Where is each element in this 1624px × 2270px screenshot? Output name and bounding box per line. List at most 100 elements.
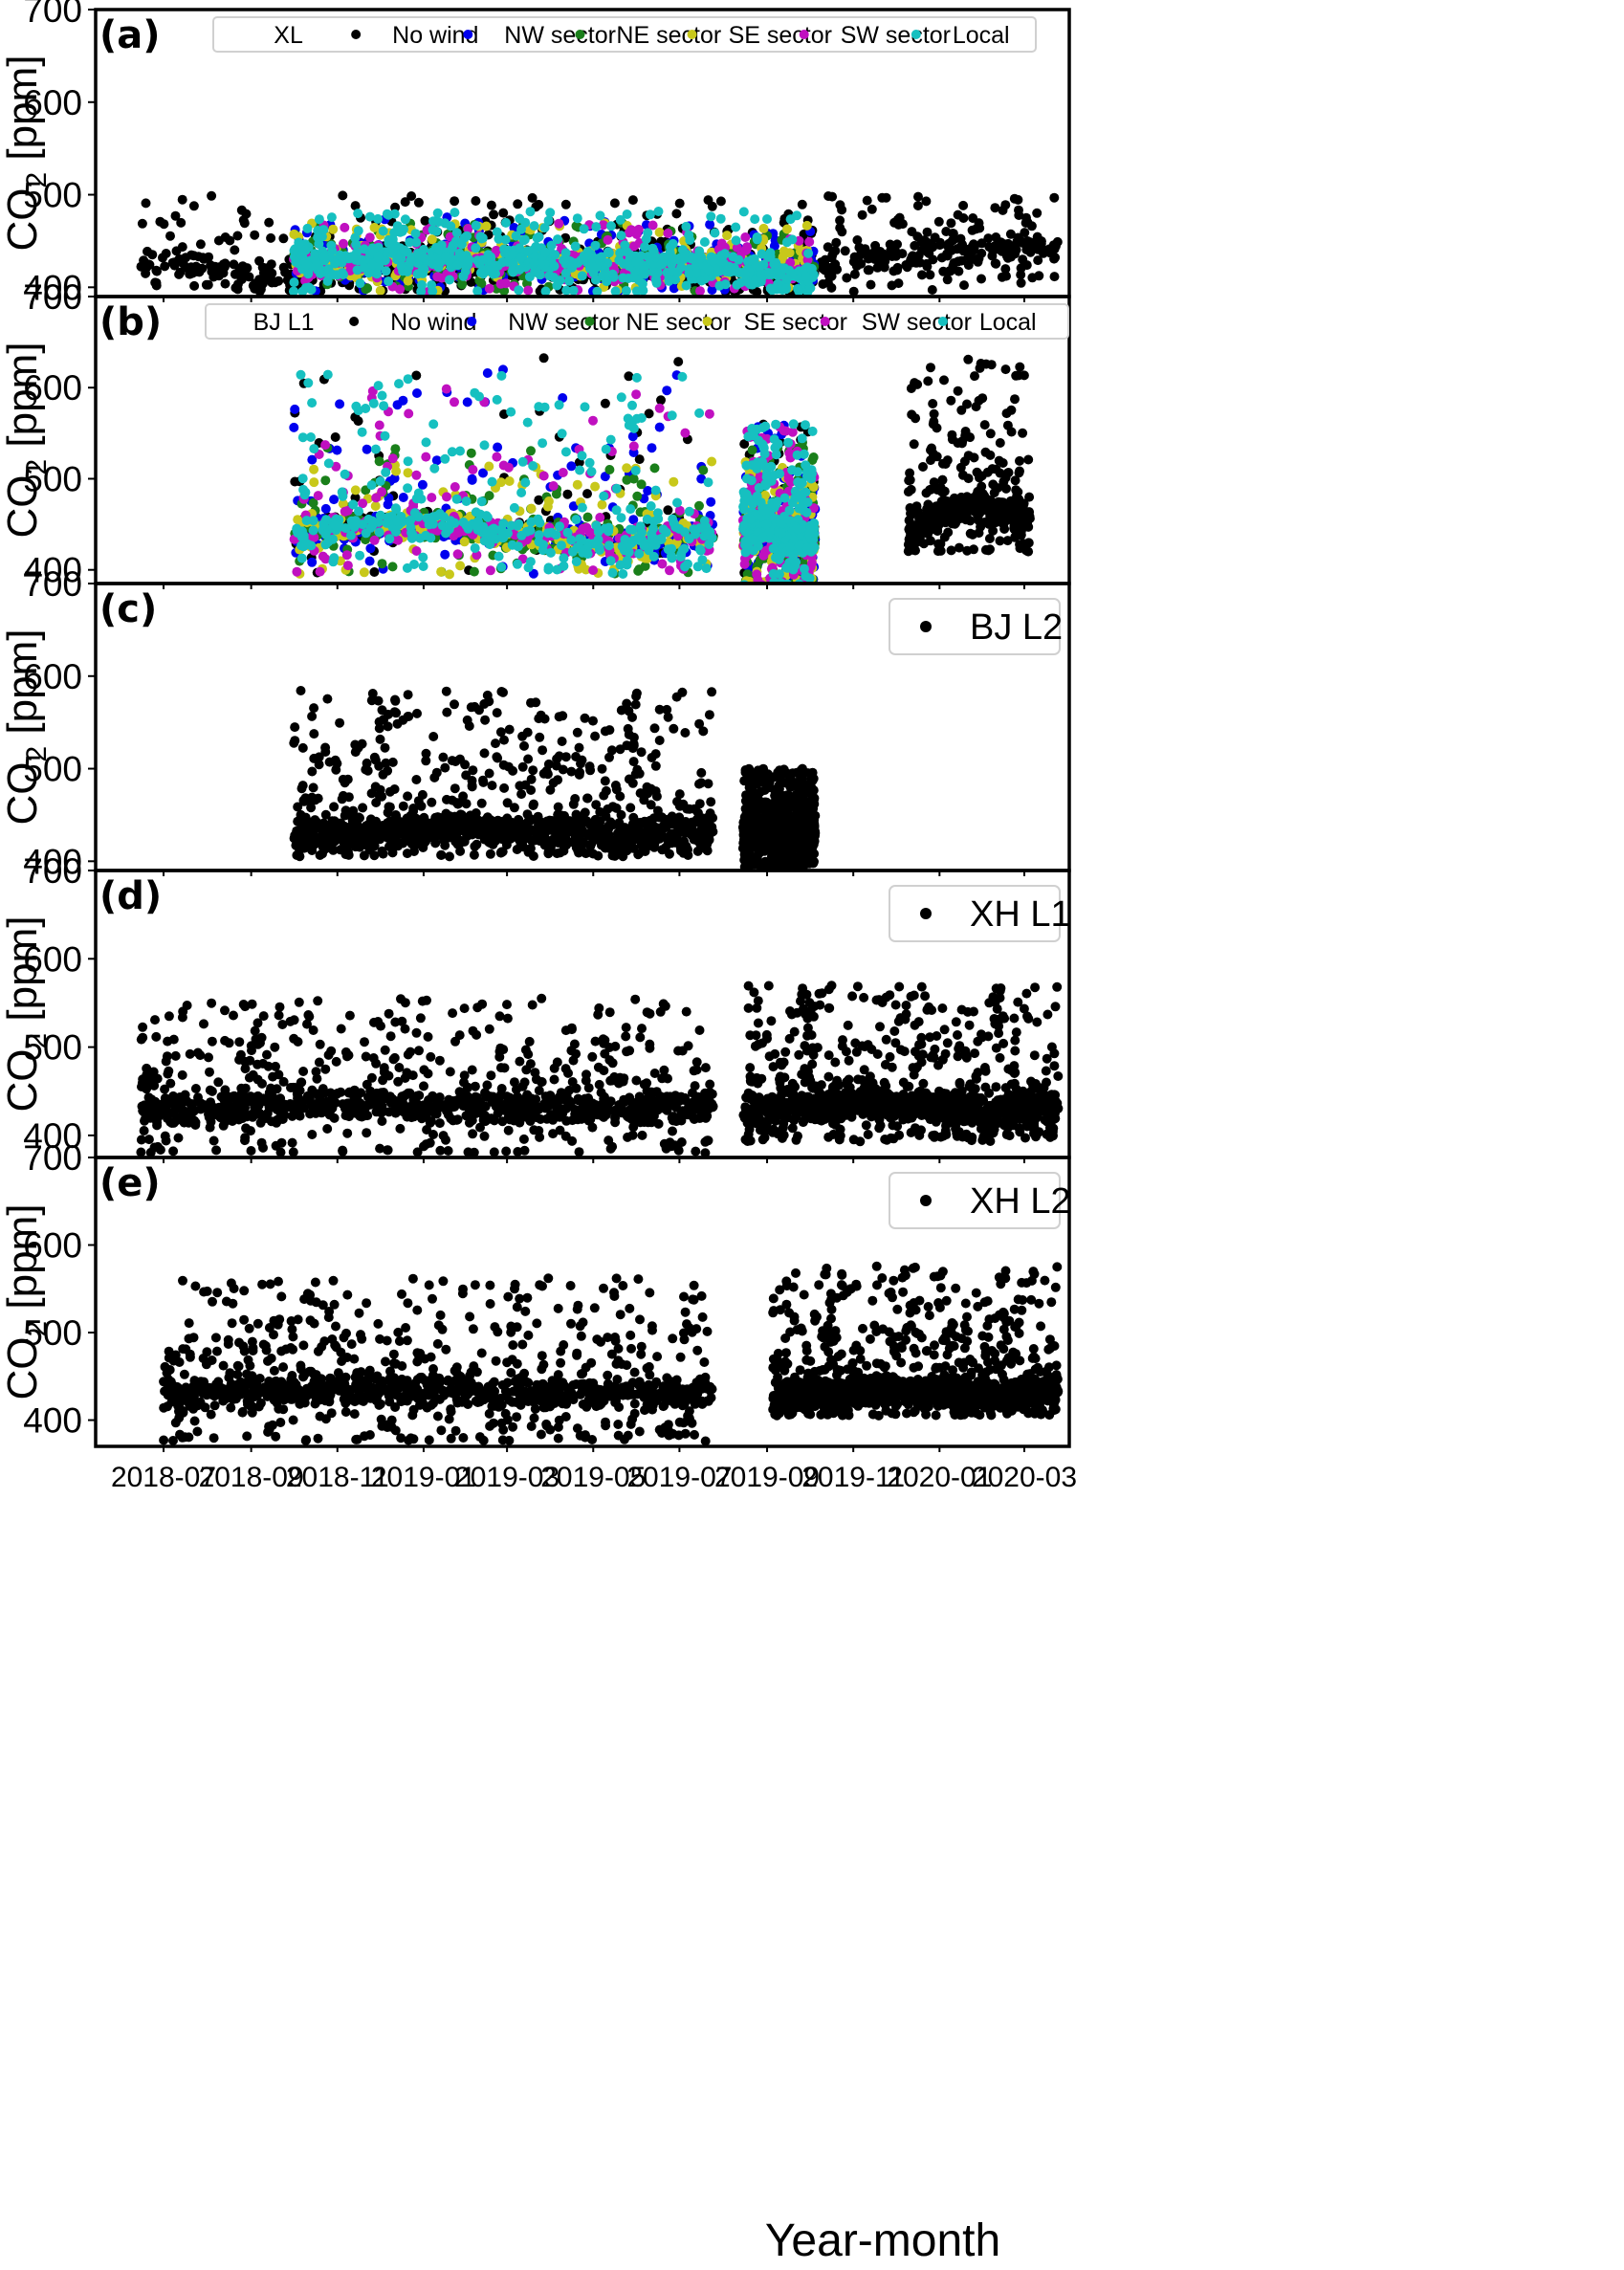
data-point-sw-sector: [655, 404, 665, 413]
data-point-local: [648, 267, 658, 276]
data-point-local: [338, 492, 347, 501]
data-point-local: [535, 518, 544, 528]
data-point-sw-sector: [588, 416, 598, 426]
data-point-se-sector: [484, 462, 494, 472]
data-point-local: [651, 540, 661, 549]
data-point-local: [411, 229, 421, 238]
data-point-no-wind: [267, 259, 276, 269]
data-point-no-wind: [913, 192, 923, 202]
data-point-local: [604, 248, 614, 257]
data-point-local: [557, 540, 566, 550]
data-point-local: [594, 253, 604, 263]
data-point-no-wind: [946, 218, 955, 228]
data-point-local: [354, 507, 363, 517]
data-point-se-sector: [328, 225, 338, 234]
data-point-no-wind: [601, 399, 610, 408]
data-point-se-sector: [722, 231, 732, 240]
data-point-local: [428, 259, 438, 269]
data-point-local: [523, 246, 533, 255]
data-point-local: [356, 278, 365, 288]
data-point-se-sector: [779, 247, 789, 256]
data-point-no-wind: [471, 196, 480, 206]
data-point-local: [321, 530, 331, 540]
data-point-local: [496, 562, 506, 572]
data-point-sw-sector: [559, 468, 568, 477]
data-point-local: [669, 239, 678, 249]
data-point-local: [384, 210, 393, 220]
data-point-no-wind: [582, 489, 592, 498]
data-point-nw-sector: [566, 461, 576, 471]
data-point-local: [340, 470, 350, 479]
data-point-local: [541, 287, 551, 297]
data-point-local: [524, 562, 534, 572]
data-point-no-wind: [233, 284, 243, 294]
data-point-se-sector: [351, 485, 361, 495]
data-point-local: [358, 428, 367, 437]
data-point-se-sector: [404, 468, 413, 477]
data-point-local: [643, 515, 652, 524]
data-point-no-wind: [968, 213, 977, 223]
data-point-local: [446, 516, 455, 525]
data-point-local: [351, 240, 361, 250]
data-point-ne-sector: [604, 465, 614, 474]
data-point-se-sector: [289, 230, 298, 239]
data-point-local: [493, 395, 502, 405]
data-point-local: [782, 275, 792, 284]
data-point-local: [440, 454, 450, 464]
data-point-no-wind: [539, 353, 549, 363]
data-point-no-wind: [954, 256, 963, 266]
data-point-sw-sector: [292, 567, 301, 577]
data-point-no-wind: [204, 280, 213, 290]
data-point-no-wind: [240, 218, 250, 228]
data-point-local: [538, 438, 547, 448]
data-point-no-wind: [230, 245, 239, 254]
data-point-local: [732, 235, 741, 245]
data-point-local: [471, 543, 480, 553]
data-point-local: [496, 371, 506, 381]
data-point-local: [384, 534, 394, 543]
data-point-se-sector: [391, 467, 401, 476]
data-point-no-wind: [832, 265, 842, 275]
data-point-no-wind: [562, 490, 572, 499]
data-point-local: [606, 435, 616, 445]
data-point-local: [578, 503, 587, 513]
data-point-local: [355, 551, 364, 561]
data-point-se-sector: [802, 221, 812, 231]
data-point-ne-sector: [526, 446, 536, 455]
data-point-no-wind: [1000, 264, 1010, 274]
data-point-sw-sector: [340, 507, 350, 517]
data-point-local: [514, 519, 523, 529]
data-point-no-wind: [250, 231, 259, 240]
data-point-local: [419, 562, 428, 571]
data-point-no-wind: [849, 287, 859, 297]
data-point-nw-sector: [365, 543, 375, 553]
data-point-local: [329, 553, 339, 562]
data-point-local: [406, 256, 416, 266]
data-point-ne-sector: [467, 449, 476, 458]
data-point-no-wind: [888, 280, 897, 290]
data-point-local: [667, 551, 676, 561]
data-point-local: [520, 477, 530, 487]
data-point-local: [493, 228, 502, 237]
data-point-local: [470, 388, 479, 398]
data-point-local: [369, 399, 379, 408]
data-point-sw-sector: [340, 223, 349, 232]
data-point-local: [634, 549, 644, 559]
data-point-nw-sector: [335, 399, 344, 408]
data-point-local: [678, 545, 688, 555]
data-point-local: [619, 259, 628, 269]
data-point-local: [506, 408, 516, 417]
data-point-local: [591, 241, 601, 251]
data-point-local: [303, 378, 313, 387]
data-point-local: [384, 276, 393, 286]
data-point-local: [347, 252, 357, 261]
data-point-no-wind: [835, 200, 845, 209]
data-point-local: [685, 507, 694, 517]
data-point-no-wind: [830, 246, 840, 255]
data-point-local: [803, 249, 813, 258]
data-point-no-wind: [656, 395, 666, 405]
data-point-no-wind: [959, 280, 969, 290]
data-point-sw-sector: [680, 429, 690, 438]
data-point-local: [376, 476, 385, 486]
